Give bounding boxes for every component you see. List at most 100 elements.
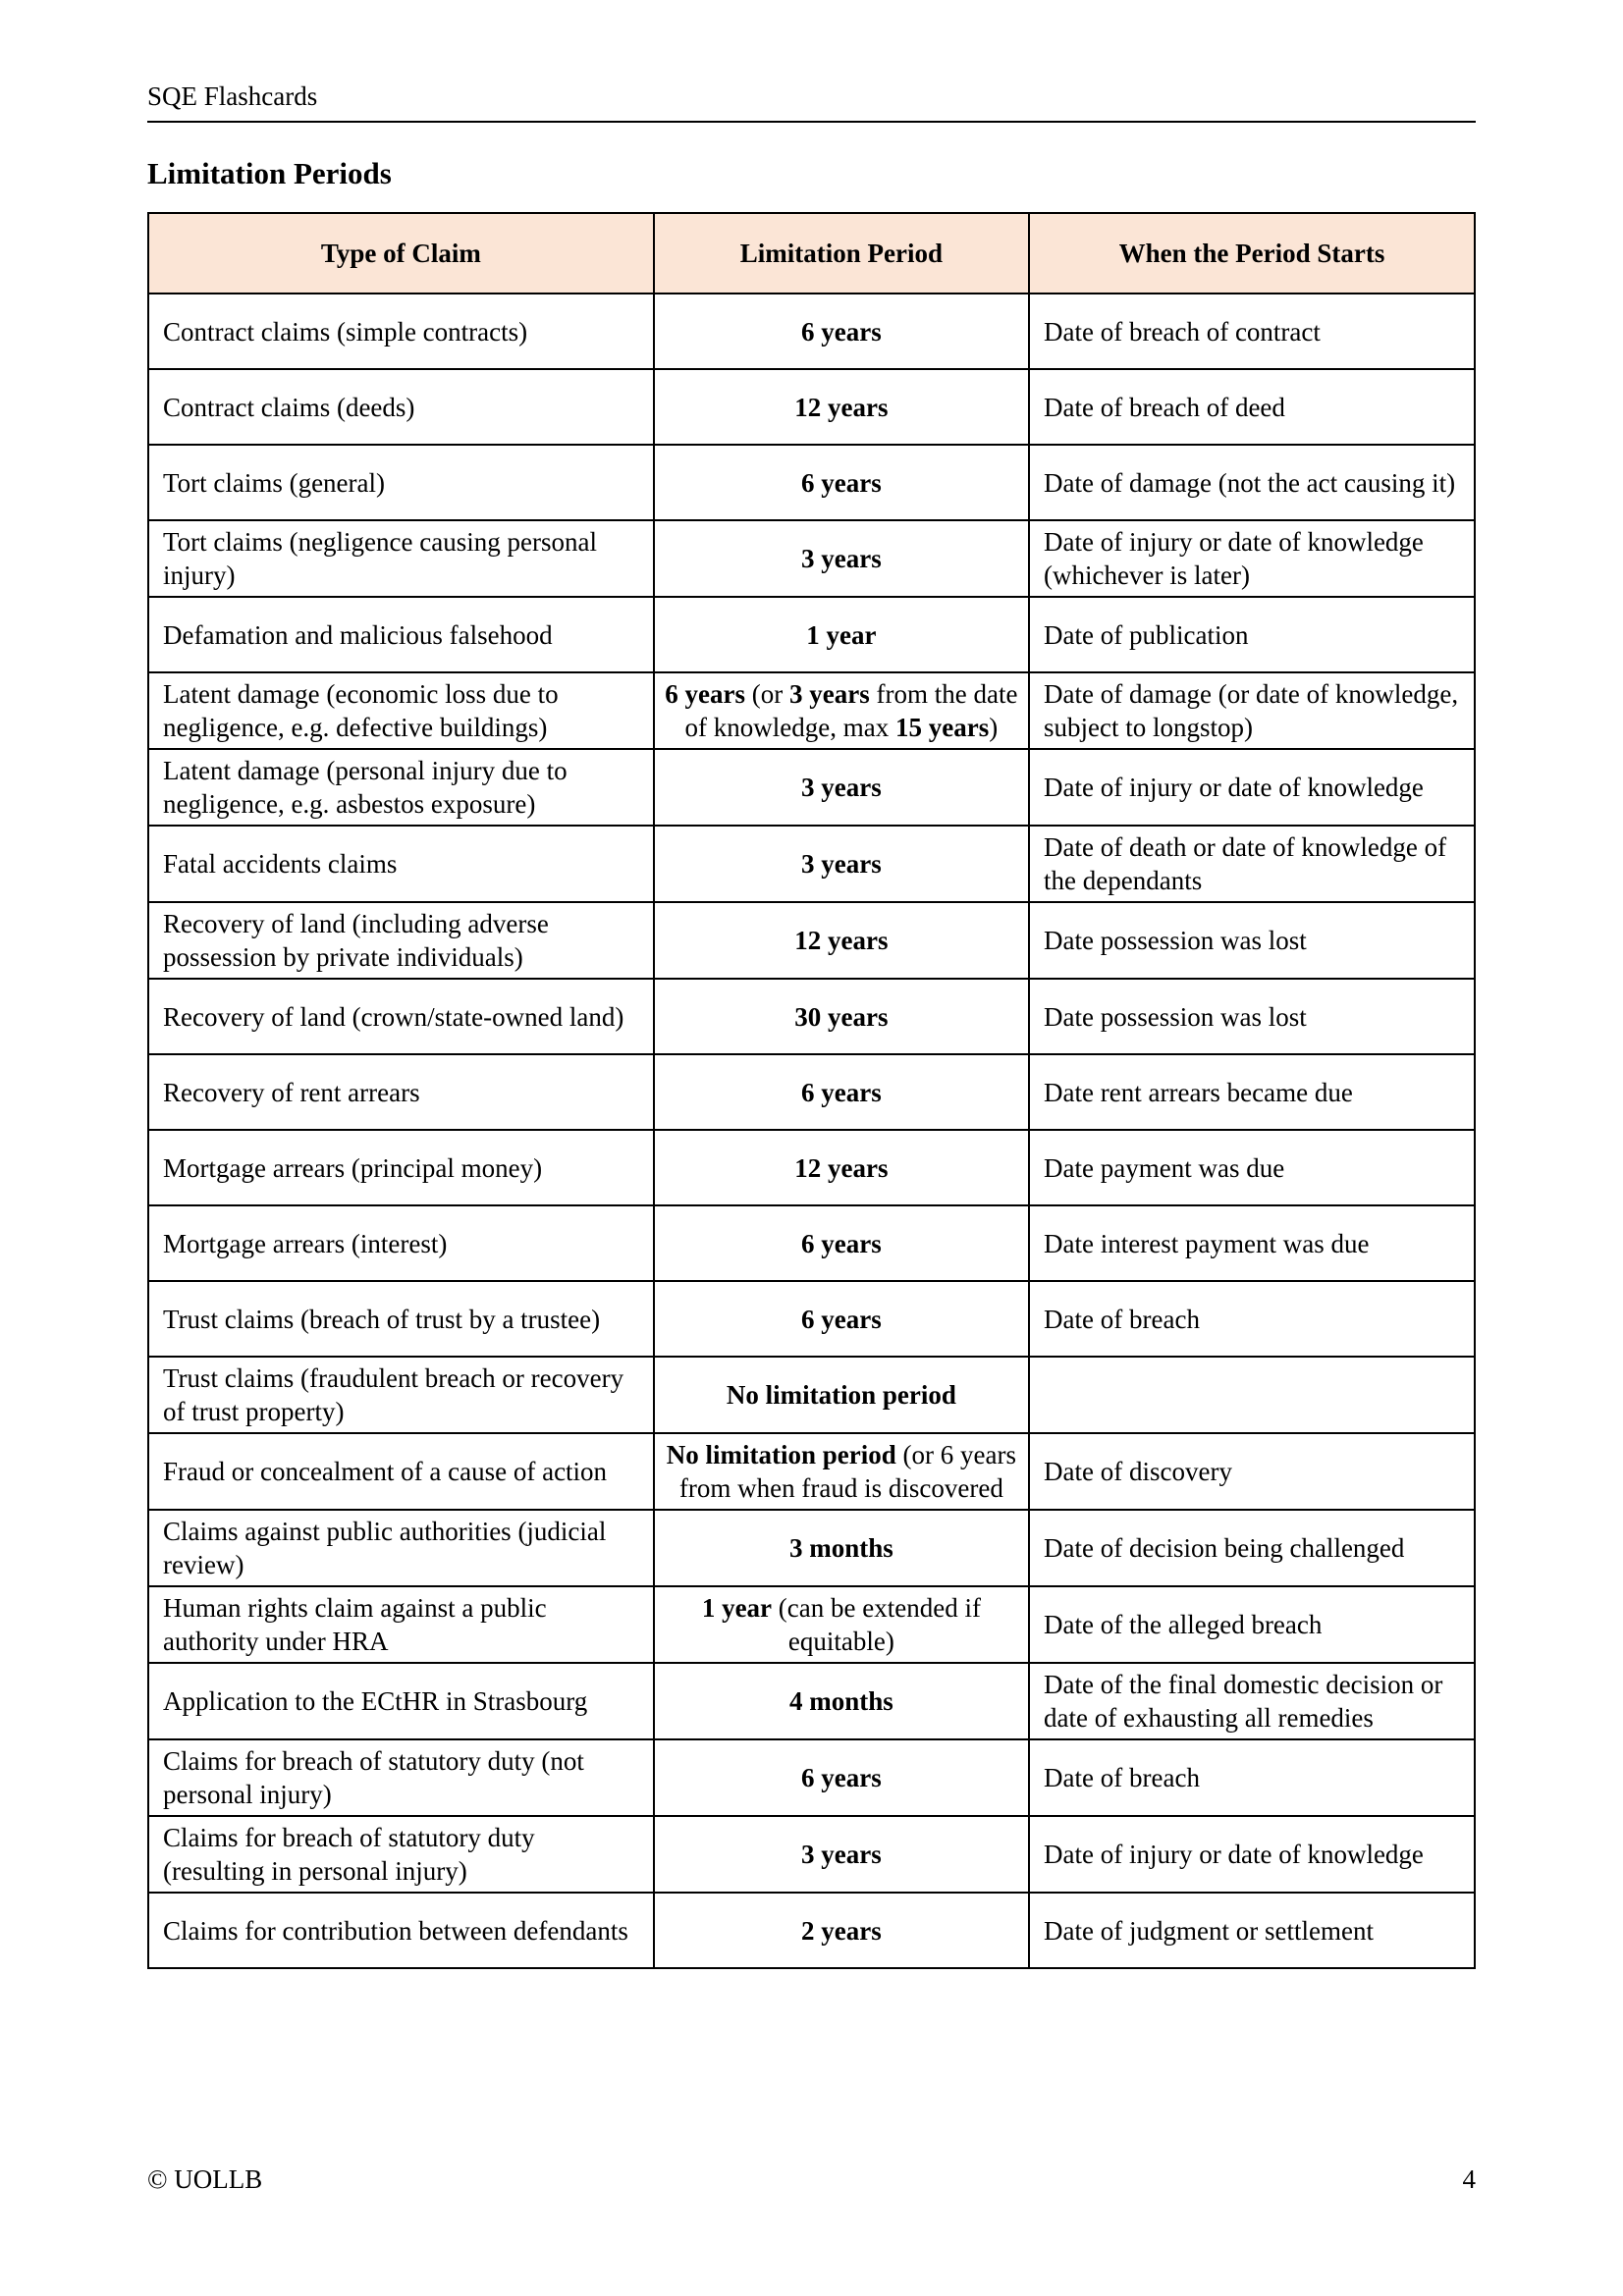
page-footer: © UOLLB 4 [147,2163,1476,2195]
type-of-claim-cell: Claims for breach of statutory duty (res… [147,1815,655,1894]
period-start-cell: Date of breach of contract [1028,293,1476,370]
table-header-row: Type of Claim Limitation Period When the… [147,212,1476,294]
copyright-text: © UOLLB [147,2164,263,2194]
period-start-cell: Date of damage (not the act causing it) [1028,444,1476,521]
table-row: Contract claims (deeds) 12 years Date of b… [147,368,1476,446]
limitation-period-cell: 3 years [652,825,1031,903]
column-header-type-of-claim: Type of Claim [147,212,655,294]
limitation-period-cell: 12 years [652,901,1031,980]
period-start-cell: Date of breach [1028,1280,1476,1358]
table-row: Application to the ECtHR in Strasbourg 4 … [147,1662,1476,1740]
period-start-cell: Date of decision being challenged [1028,1509,1476,1587]
limitation-period-cell: 6 years [652,1204,1031,1282]
limitation-period-cell: 4 months [652,1662,1031,1740]
table-body: Contract claims (simple contracts) 6 year… [147,293,1476,1969]
limitation-period-cell: 6 years [652,293,1031,370]
type-of-claim-cell: Contract claims (simple contracts) [147,293,655,370]
type-of-claim-cell: Tort claims (negligence causing personal… [147,519,655,598]
type-of-claim-cell: Recovery of rent arrears [147,1053,655,1131]
period-start-cell: Date possession was lost [1028,901,1476,980]
table-row: Mortgage arrears (principal money) 12 yea… [147,1129,1476,1206]
period-start-cell: Date of death or date of knowledge of th… [1028,825,1476,903]
table-row: Tort claims (negligence causing personal… [147,519,1476,598]
type-of-claim-cell: Contract claims (deeds) [147,368,655,446]
limitation-period-cell: 12 years [652,368,1031,446]
table-row: Fatal accidents claims 3 years Date of dea… [147,825,1476,903]
table-row: Human rights claim against a public auth… [147,1585,1476,1664]
limitation-period-cell: 6 years [652,1280,1031,1358]
column-header-limitation-period: Limitation Period [652,212,1031,294]
table-row: Recovery of land (crown/state-owned land… [147,978,1476,1055]
limitation-period-cell: 6 years [652,444,1031,521]
type-of-claim-cell: Application to the ECtHR in Strasbourg [147,1662,655,1740]
period-start-cell [1028,1356,1476,1434]
period-start-cell: Date of damage (or date of knowledge, su… [1028,671,1476,750]
period-start-cell: Date payment was due [1028,1129,1476,1206]
type-of-claim-cell: Defamation and malicious falsehood [147,596,655,673]
column-header-when-period-starts: When the Period Starts [1028,212,1476,294]
type-of-claim-cell: Recovery of land (crown/state-owned land… [147,978,655,1055]
table-row: Claims for breach of statutory duty (res… [147,1815,1476,1894]
limitation-period-cell: 6 years (or 3 years from the date of kno… [652,671,1031,750]
type-of-claim-cell: Mortgage arrears (interest) [147,1204,655,1282]
table-row: Latent damage (personal injury due to ne… [147,748,1476,827]
period-start-cell: Date of judgment or settlement [1028,1892,1476,1969]
type-of-claim-cell: Trust claims (fraudulent breach or recov… [147,1356,655,1434]
limitation-period-cell: 3 years [652,748,1031,827]
table-row: Mortgage arrears (interest) 6 years Date i… [147,1204,1476,1282]
header-rule [147,121,1476,123]
running-header-title: SQE Flashcards [147,81,318,111]
limitation-period-cell: 30 years [652,978,1031,1055]
table-row: Latent damage (economic loss due to negl… [147,671,1476,750]
table-row: Recovery of land (including adverse poss… [147,901,1476,980]
period-start-cell: Date of breach [1028,1738,1476,1817]
table-row: Tort claims (general) 6 years Date of dama… [147,444,1476,521]
limitation-period-cell: 1 year (can be extended if equitable) [652,1585,1031,1664]
type-of-claim-cell: Tort claims (general) [147,444,655,521]
page-number: 4 [1462,2164,1477,2194]
limitation-period-cell: 3 years [652,1815,1031,1894]
page-title: Limitation Periods [147,156,392,190]
type-of-claim-cell: Claims for contribution between defendan… [147,1892,655,1969]
type-of-claim-cell: Human rights claim against a public auth… [147,1585,655,1664]
period-start-cell: Date of the alleged breach [1028,1585,1476,1664]
table-row: Contract claims (simple contracts) 6 year… [147,293,1476,370]
table-row: Trust claims (breach of trust by a trust… [147,1280,1476,1358]
limitation-period-cell: 6 years [652,1738,1031,1817]
type-of-claim-cell: Latent damage (economic loss due to negl… [147,671,655,750]
limitation-period-cell: No limitation period (or 6 years from wh… [652,1432,1031,1511]
type-of-claim-cell: Trust claims (breach of trust by a trust… [147,1280,655,1358]
limitation-period-cell: 3 months [652,1509,1031,1587]
type-of-claim-cell: Claims against public authorities (judic… [147,1509,655,1587]
period-start-cell: Date interest payment was due [1028,1204,1476,1282]
period-start-cell: Date of injury or date of knowledge [1028,1815,1476,1894]
table-row: Claims against public authorities (judic… [147,1509,1476,1587]
period-start-cell: Date possession was lost [1028,978,1476,1055]
period-start-cell: Date of injury or date of knowledge [1028,748,1476,827]
type-of-claim-cell: Claims for breach of statutory duty (not… [147,1738,655,1817]
limitation-period-cell: 6 years [652,1053,1031,1131]
table-row: Trust claims (fraudulent breach or recov… [147,1356,1476,1434]
period-start-cell: Date rent arrears became due [1028,1053,1476,1131]
type-of-claim-cell: Recovery of land (including adverse poss… [147,901,655,980]
limitation-period-cell: 12 years [652,1129,1031,1206]
type-of-claim-cell: Fraud or concealment of a cause of actio… [147,1432,655,1511]
period-start-cell: Date of the final domestic decision or d… [1028,1662,1476,1740]
type-of-claim-cell: Fatal accidents claims [147,825,655,903]
table-row: Fraud or concealment of a cause of actio… [147,1432,1476,1511]
limitation-period-cell: No limitation period [652,1356,1031,1434]
table-row: Recovery of rent arrears 6 years Date rent… [147,1053,1476,1131]
limitation-periods-table: Type of Claim Limitation Period When the… [147,212,1476,1969]
page-content: SQE Flashcards Limitation Periods Type o… [147,0,1476,1969]
period-start-cell: Date of publication [1028,596,1476,673]
period-start-cell: Date of discovery [1028,1432,1476,1511]
type-of-claim-cell: Latent damage (personal injury due to ne… [147,748,655,827]
table-row: Claims for breach of statutory duty (not… [147,1738,1476,1817]
period-start-cell: Date of injury or date of knowledge (whi… [1028,519,1476,598]
type-of-claim-cell: Mortgage arrears (principal money) [147,1129,655,1206]
limitation-period-cell: 3 years [652,519,1031,598]
table-header: Type of Claim Limitation Period When the… [147,212,1476,294]
limitation-period-cell: 2 years [652,1892,1031,1969]
table-row: Claims for contribution between defendan… [147,1892,1476,1969]
